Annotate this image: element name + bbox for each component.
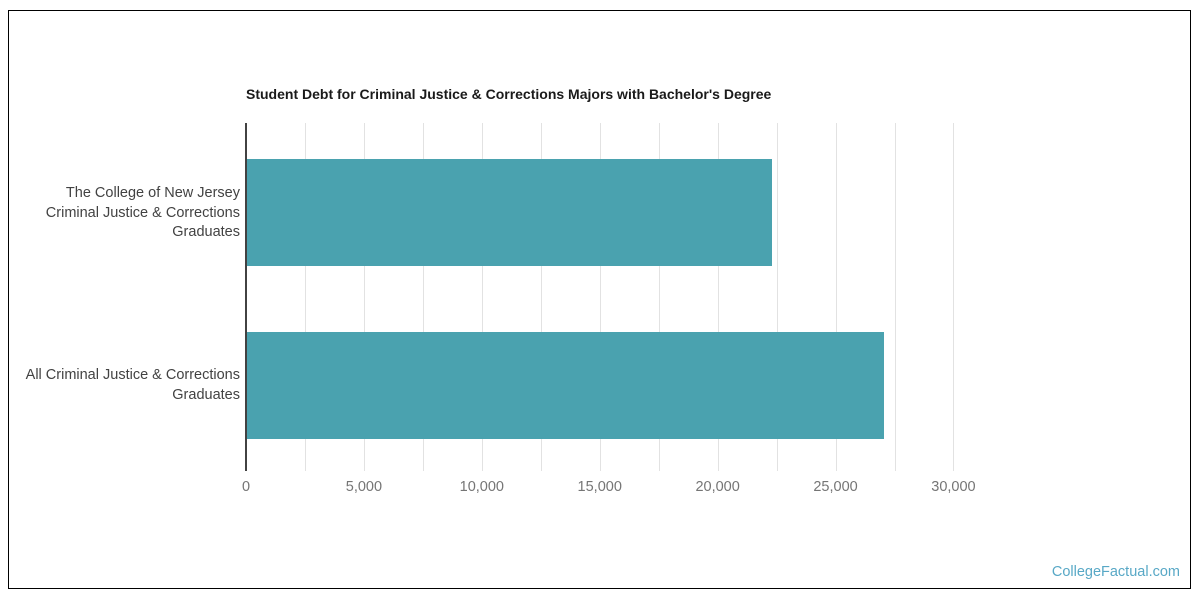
x-axis-tick-label: 20,000 [695,479,740,495]
gridline [894,123,896,471]
x-axis-tick-label: 25,000 [813,479,858,495]
category-label-line: Graduates [172,224,240,240]
bar-tcnj-graduates [247,159,772,266]
x-axis-tick-label: 10,000 [459,479,504,495]
category-label-line: Criminal Justice & Corrections [45,204,240,221]
gridline [776,123,778,471]
category-label-line: The College of New Jersey [65,185,240,201]
x-axis-tick-label: 5,000 [345,479,383,495]
y-axis-line [245,123,247,471]
chart-border-frame [8,10,1191,589]
x-axis-tick-label: 30,000 [931,479,976,495]
gridline [835,123,837,471]
category-label-tcnj-graduates: The College of New Jersey Criminal Justi… [0,184,240,243]
category-label-all-graduates: All Criminal Justice & Corrections Gradu… [0,366,240,405]
gridline [717,123,719,471]
gridline [953,123,955,471]
gridline [481,123,483,471]
x-axis-tick-label: 0 [241,479,251,495]
gridline [363,123,365,471]
category-label-line: All Criminal Justice & Corrections [25,367,240,383]
x-axis: 0 5,000 10,000 15,000 20,000 25,000 30,0… [242,479,1036,499]
bar-all-graduates [247,332,884,439]
x-axis-tick-label: 15,000 [577,479,622,495]
plot-area [245,123,1036,471]
gridline [422,123,424,471]
collegefactual-watermark-link[interactable]: CollegeFactual.com [1051,564,1180,580]
category-label-line: Graduates [172,386,240,403]
chart-title: Student Debt for Criminal Justice & Corr… [246,86,772,102]
gridline [658,123,660,471]
gridline [540,123,542,471]
gridline [599,123,601,471]
gridline [304,123,306,471]
